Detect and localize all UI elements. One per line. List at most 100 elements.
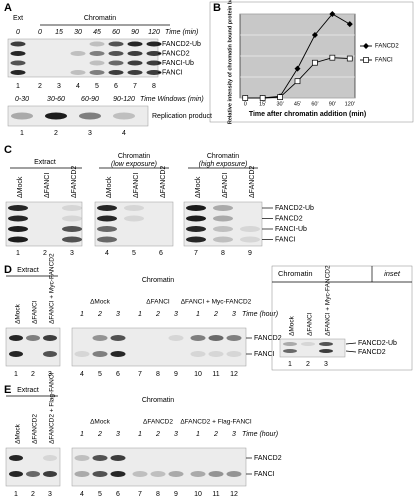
band bbox=[10, 70, 26, 75]
label: ΔFANCD2 + Flag-FANCI bbox=[180, 419, 252, 426]
label: 1 bbox=[196, 311, 200, 318]
blot bbox=[7, 105, 149, 127]
marker bbox=[242, 95, 249, 101]
label: ΔMock bbox=[195, 176, 202, 198]
label: 0 bbox=[38, 29, 42, 36]
label: Time Windows (min) bbox=[140, 96, 204, 103]
label: Ext bbox=[13, 15, 23, 22]
label: 5 bbox=[98, 371, 102, 378]
band bbox=[213, 236, 233, 243]
label: 2 bbox=[213, 311, 218, 318]
label: ΔFANCI bbox=[146, 299, 170, 306]
band bbox=[74, 455, 90, 461]
band bbox=[110, 335, 126, 341]
marker bbox=[294, 65, 301, 72]
label: Extract bbox=[34, 159, 56, 166]
band bbox=[226, 351, 242, 357]
band bbox=[319, 349, 333, 353]
label: FANCD2 bbox=[254, 455, 282, 462]
label: 30 bbox=[74, 29, 82, 36]
band bbox=[92, 351, 108, 357]
label: 1 bbox=[16, 83, 20, 90]
band bbox=[146, 51, 162, 56]
band bbox=[113, 112, 135, 120]
band bbox=[110, 471, 126, 477]
band bbox=[26, 335, 40, 341]
blot bbox=[279, 338, 346, 358]
x-tick-label: 30' bbox=[276, 101, 283, 107]
band bbox=[74, 471, 90, 477]
x-axis-label: Time after chromatin addition (min) bbox=[249, 111, 366, 118]
band bbox=[108, 60, 124, 66]
rule bbox=[345, 350, 357, 353]
label: 1 bbox=[196, 431, 200, 438]
label: ΔFANCI + Myc-FANCD2 bbox=[49, 253, 56, 324]
band bbox=[240, 226, 260, 232]
x-tick-label: 90' bbox=[329, 101, 336, 107]
label: 3 bbox=[48, 491, 52, 498]
band bbox=[43, 351, 57, 357]
label: 12 bbox=[230, 371, 238, 378]
label: 60 bbox=[112, 29, 120, 36]
label: 0 bbox=[16, 29, 20, 36]
label: ΔMock bbox=[15, 423, 22, 444]
label: 3 bbox=[232, 431, 236, 438]
band bbox=[9, 351, 23, 357]
band bbox=[9, 335, 23, 341]
label: FANCD2 bbox=[162, 50, 190, 57]
label: 1 bbox=[138, 311, 142, 318]
band bbox=[213, 215, 233, 222]
label: 3 bbox=[174, 311, 178, 318]
label: 6 bbox=[116, 491, 120, 498]
band bbox=[89, 60, 105, 66]
band bbox=[97, 236, 117, 243]
label: 9 bbox=[174, 371, 178, 378]
label: 4 bbox=[122, 130, 126, 137]
rule bbox=[345, 342, 357, 345]
label: Chromatin bbox=[142, 277, 174, 284]
x-tick-label: 0 bbox=[244, 101, 247, 107]
label: 90-120 bbox=[113, 96, 135, 103]
label: ΔMock bbox=[106, 176, 113, 198]
band bbox=[208, 335, 224, 341]
label: 8 bbox=[156, 491, 160, 498]
label: 2 bbox=[43, 250, 47, 257]
marker bbox=[329, 54, 336, 61]
label: 1 bbox=[14, 371, 18, 378]
band bbox=[62, 226, 82, 232]
label: 4 bbox=[105, 250, 109, 257]
label: (high exposure) bbox=[199, 161, 248, 168]
band bbox=[127, 41, 143, 47]
label: 7 bbox=[133, 83, 137, 90]
label: Chromatin bbox=[278, 269, 313, 278]
band bbox=[127, 51, 143, 56]
label: FANCD2 bbox=[358, 349, 386, 356]
band bbox=[283, 342, 297, 346]
band bbox=[97, 215, 117, 222]
legend-label: FANCI bbox=[375, 58, 393, 64]
label: 9 bbox=[248, 250, 252, 257]
marker bbox=[277, 94, 283, 101]
band bbox=[70, 51, 86, 56]
label: FANCI bbox=[254, 471, 275, 478]
label: Replication product bbox=[152, 113, 212, 120]
label: 6 bbox=[114, 83, 118, 90]
band bbox=[146, 70, 162, 75]
band bbox=[146, 60, 162, 66]
label: 5 bbox=[98, 491, 102, 498]
band bbox=[240, 236, 260, 243]
label: 60-90 bbox=[81, 96, 99, 103]
label: FANCD2-Ub bbox=[162, 41, 201, 48]
label: FANCI bbox=[275, 236, 296, 243]
label: Time (hour) bbox=[242, 311, 278, 318]
label: FANCD2 bbox=[275, 215, 303, 222]
marker bbox=[329, 11, 336, 17]
band bbox=[11, 112, 33, 120]
band bbox=[146, 41, 162, 47]
label: ΔFANCD2 bbox=[71, 166, 78, 198]
band bbox=[92, 471, 108, 477]
band bbox=[186, 205, 206, 211]
label: 9 bbox=[174, 491, 178, 498]
label: 4 bbox=[80, 491, 84, 498]
label: 120 bbox=[148, 29, 160, 36]
